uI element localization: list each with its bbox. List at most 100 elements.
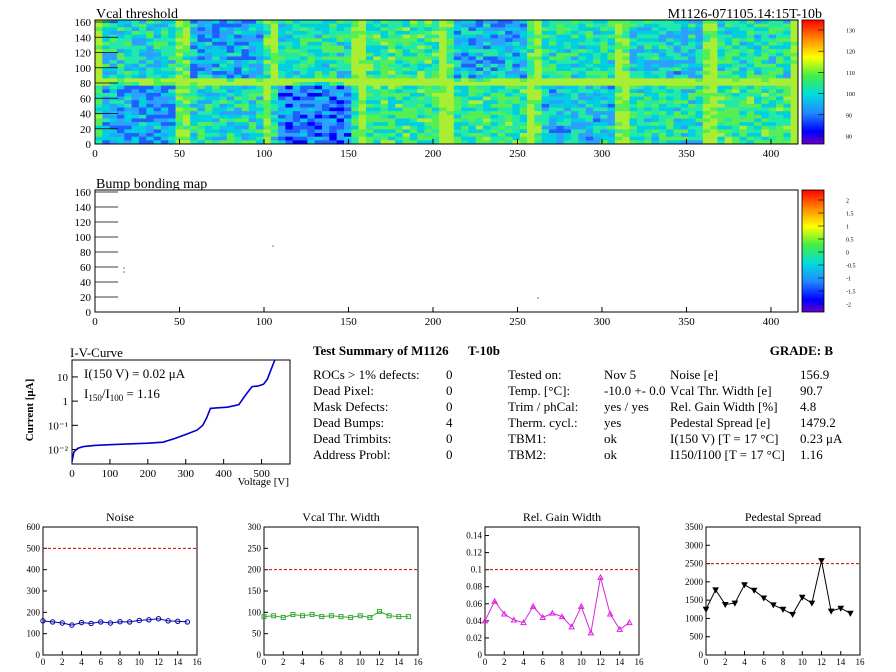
heatmap-cell (541, 136, 550, 141)
heatmap-cell (541, 67, 550, 72)
heatmap-cell (790, 136, 799, 141)
heatmap-cell (666, 52, 674, 57)
heatmap-cell (116, 71, 125, 76)
heatmap-cell (490, 20, 499, 24)
heatmap-cell (439, 107, 447, 112)
heatmap-cell (248, 45, 257, 50)
heatmap-cell (754, 23, 762, 28)
heatmap-cell (160, 89, 169, 94)
heatmap-cell (292, 103, 301, 108)
heatmap-cell (256, 63, 264, 68)
trend-x-tick-label: 2 (502, 657, 507, 667)
heatmap-cell (336, 136, 345, 141)
heatmap-cell (761, 30, 770, 35)
heatmap-cell (343, 92, 352, 97)
heatmap-cell (168, 56, 176, 61)
heatmap-cell (461, 136, 469, 141)
heatmap-cell (622, 118, 630, 123)
heatmap-cell (278, 125, 286, 130)
heatmap-cell (556, 49, 564, 54)
heatmap-cell (241, 140, 250, 145)
heatmap-cell (761, 129, 770, 134)
heatmap-cell (241, 100, 250, 105)
heatmap-cell (592, 49, 601, 54)
heatmap-cell (607, 129, 616, 134)
heatmap-cell (475, 27, 484, 32)
heatmap-cell (219, 111, 228, 116)
heatmap-cell (695, 45, 704, 50)
heatmap-cell (534, 49, 542, 54)
heatmap-cell (431, 96, 440, 101)
heatmap-cell (204, 122, 213, 127)
heatmap-cell (468, 118, 477, 123)
heatmap-cell (168, 38, 176, 43)
heatmap-cell (365, 118, 374, 123)
heatmap-cell (534, 107, 542, 112)
heatmap-cell (219, 63, 228, 68)
heatmap-cell (168, 82, 176, 86)
heatmap-cell (263, 20, 272, 24)
heatmap-cell (160, 129, 169, 134)
x-tick-label: 0 (92, 316, 98, 328)
heatmap-cell (314, 34, 323, 39)
heatmap-cell (446, 122, 455, 127)
heatmap-cell (153, 111, 162, 116)
heatmap-cell (746, 96, 755, 101)
heatmap-cell (431, 122, 440, 127)
heatmap-cell (519, 125, 528, 130)
heatmap-cell (739, 125, 748, 130)
heatmap-cell (768, 67, 777, 72)
heatmap-cell (314, 82, 323, 86)
heatmap-cell (314, 111, 323, 116)
heatmap-cell (453, 122, 462, 127)
heatmap-cell (168, 85, 176, 90)
heatmap-cell (300, 136, 308, 141)
heatmap-cell (160, 30, 169, 35)
heatmap-cell (497, 133, 506, 138)
heatmap-cell (138, 45, 147, 50)
heatmap-cell (336, 103, 345, 108)
heatmap-cell (248, 107, 257, 112)
heatmap-cell (351, 49, 359, 54)
heatmap-cell (285, 60, 294, 65)
heatmap-cell (497, 114, 506, 119)
heatmap-cell (768, 41, 777, 46)
heatmap-cell (600, 114, 608, 119)
heatmap-cell (234, 140, 242, 145)
trend-x-tick-label: 4 (742, 657, 747, 667)
heatmap-cell (461, 30, 469, 35)
heatmap-cell (527, 118, 535, 123)
heatmap-cell (761, 60, 770, 65)
heatmap-cell (636, 45, 645, 50)
heatmap-cell (673, 34, 682, 39)
heatmap-cell (336, 111, 345, 116)
heatmap-cell (497, 92, 506, 97)
heatmap-cell (263, 82, 272, 86)
heatmap-cell (358, 74, 367, 79)
heatmap-cell (351, 100, 359, 105)
heatmap-cell (585, 56, 594, 61)
heatmap-cell (710, 52, 718, 57)
heatmap-cell (270, 34, 279, 39)
heatmap-cell (658, 38, 667, 43)
heatmap-cell (688, 100, 696, 105)
heatmap-cell (160, 27, 169, 32)
heatmap-cell (292, 85, 301, 90)
heatmap-cell (241, 23, 250, 28)
heatmap-cell (607, 74, 616, 79)
heatmap-cell (329, 30, 337, 35)
heatmap-cell (453, 82, 462, 86)
heatmap-cell (776, 133, 784, 138)
heatmap-cell (204, 71, 213, 76)
heatmap-cell (387, 133, 396, 138)
heatmap-cell (695, 118, 704, 123)
heatmap-cell (431, 60, 440, 65)
heatmap-cell (563, 38, 572, 43)
heatmap-cell (109, 30, 118, 35)
x-tick-label: 50 (174, 316, 186, 328)
trend-x-tick-label: 6 (762, 657, 767, 667)
heatmap-cell (688, 20, 696, 24)
trend-x-tick-label: 16 (856, 657, 866, 667)
heatmap-cell (636, 96, 645, 101)
heatmap-cell (124, 49, 132, 54)
